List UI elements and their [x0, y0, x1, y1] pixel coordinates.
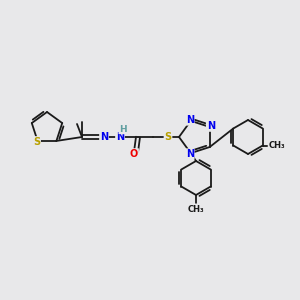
Text: N: N	[186, 115, 194, 125]
Text: CH₃: CH₃	[268, 141, 285, 150]
Text: O: O	[130, 149, 138, 159]
Text: N: N	[100, 132, 108, 142]
Text: H: H	[119, 124, 127, 134]
Text: CH₃: CH₃	[188, 205, 204, 214]
Text: N: N	[116, 132, 124, 142]
Text: S: S	[33, 137, 40, 147]
Text: S: S	[164, 132, 172, 142]
Text: N: N	[186, 149, 194, 159]
Text: N: N	[207, 121, 215, 131]
